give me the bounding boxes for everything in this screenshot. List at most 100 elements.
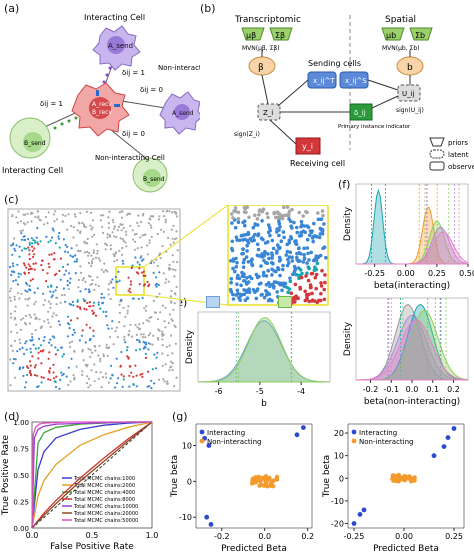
cell-dot xyxy=(110,327,113,330)
cell-dot xyxy=(87,288,90,291)
non-interacting-point xyxy=(390,473,396,478)
y-tick-label: 0.50 xyxy=(13,472,29,480)
mvn-beta: MVN(μβ, Σβ) xyxy=(242,45,280,52)
cell-dot xyxy=(30,237,33,240)
sign-u: sign(U_ij) xyxy=(396,107,424,114)
cell-dot xyxy=(27,263,30,266)
right-non-interacting-cell: A_send xyxy=(159,91,200,135)
delta-left: δij = 1 xyxy=(40,100,63,108)
cell-dot xyxy=(36,227,39,230)
cell-dot xyxy=(58,269,61,273)
inset-cell-dot xyxy=(229,259,233,263)
cell-dot xyxy=(109,248,113,251)
x-tick-label: 0.25 xyxy=(428,269,446,278)
cell-dot xyxy=(18,368,21,371)
cell-dot xyxy=(161,334,164,337)
inset-cell-dot xyxy=(277,221,282,226)
sign-z: sign(Z_i) xyxy=(234,131,260,138)
inset-cell-dot xyxy=(322,287,327,292)
cell-dot xyxy=(83,251,86,254)
cell-dot xyxy=(139,373,142,376)
inset-cell-dot xyxy=(285,249,290,254)
inset-cell-dot xyxy=(312,299,317,303)
cell-dot xyxy=(58,323,62,326)
inset-cell-dot xyxy=(243,279,247,283)
cell-dot xyxy=(33,247,36,250)
cell-dot xyxy=(36,287,40,290)
inset-cell-dot xyxy=(260,219,264,223)
cell-dot xyxy=(158,215,161,218)
inset-cell-dot xyxy=(309,285,313,290)
cell-dot xyxy=(118,249,121,252)
cell-dot xyxy=(26,212,29,215)
cell-dot xyxy=(137,214,140,217)
cell-dot xyxy=(85,242,88,245)
cell-dot xyxy=(51,227,54,230)
cell-dot xyxy=(70,247,73,250)
inset-cell-dot xyxy=(235,276,240,280)
cell-dot xyxy=(167,267,170,270)
cell-dot xyxy=(96,276,99,279)
inset-cell-dot xyxy=(278,273,282,278)
cell-dot xyxy=(126,312,129,315)
cell-dot xyxy=(59,257,63,260)
inset-cell-dot xyxy=(268,297,272,302)
legend-marker-interacting xyxy=(199,429,205,435)
u-ij-node xyxy=(397,84,421,102)
cell-dot xyxy=(21,229,24,232)
inset-cell-dot xyxy=(302,257,307,261)
cell-dot xyxy=(84,288,87,291)
cell-dot xyxy=(37,351,40,354)
cell-dot xyxy=(38,318,41,321)
cell-dot xyxy=(57,235,60,238)
cell-dot xyxy=(12,270,15,273)
cell-dot xyxy=(128,374,131,377)
cell-dot xyxy=(18,297,21,300)
cell-dot xyxy=(166,209,169,213)
cell-dot xyxy=(22,317,25,320)
density-pink xyxy=(355,319,469,381)
chart-e-density: -6 -5 -4 b Density xyxy=(185,311,331,409)
cell-dot xyxy=(72,236,75,239)
cell-dot xyxy=(37,357,40,360)
cell-dot xyxy=(175,215,179,218)
cell-dot xyxy=(150,261,153,265)
inset-cell-dot xyxy=(266,223,271,227)
cell-dot xyxy=(18,255,21,258)
inset-cell-dot xyxy=(257,274,261,279)
inset-cell-dot xyxy=(267,226,272,230)
interacting-point xyxy=(357,512,363,517)
cell-dot xyxy=(120,373,123,376)
b-label: b xyxy=(407,63,413,73)
cell-dot xyxy=(164,218,167,221)
cell-dot xyxy=(12,362,15,365)
cell-dot xyxy=(124,230,128,233)
cell-dot xyxy=(90,260,93,263)
cell-dot xyxy=(170,360,173,363)
cell-dot xyxy=(55,218,59,221)
cell-dot xyxy=(49,239,52,242)
cell-dot xyxy=(156,318,160,321)
cell-dot xyxy=(171,237,174,240)
cell-dot xyxy=(96,249,99,252)
cell-dot xyxy=(112,253,115,256)
cell-dot xyxy=(92,301,96,304)
non-interacting-point xyxy=(394,479,400,484)
cell-dot xyxy=(107,226,110,229)
cell-dot xyxy=(89,384,92,387)
legend-entry: Total MCMC chains:1000 xyxy=(73,476,135,482)
b-send-left: B_send xyxy=(24,140,46,147)
cell-dot xyxy=(49,290,52,293)
central-receiving-cell: A_recv B_recv xyxy=(71,82,130,137)
cell-dot xyxy=(145,305,148,308)
cell-dot xyxy=(29,360,32,363)
cell-dot xyxy=(75,244,78,247)
cell-dot xyxy=(158,292,161,295)
cell-dot xyxy=(150,226,153,229)
inset-cell-dot xyxy=(303,230,308,235)
cell-dot xyxy=(54,210,57,213)
cell-dot xyxy=(135,333,138,336)
cell-dot xyxy=(111,231,114,234)
cell-dot xyxy=(45,235,48,238)
cell-dot xyxy=(27,238,30,241)
